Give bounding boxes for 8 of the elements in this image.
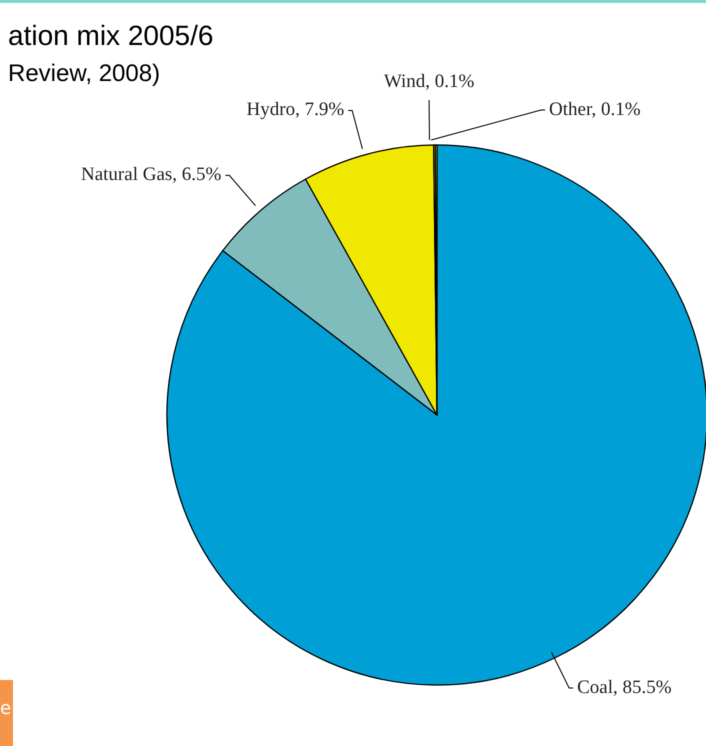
text: Review, 2008) (8, 60, 160, 88)
slice-label: Hydro, 7.9% (246, 98, 344, 122)
text: ation mix 2005/6 (8, 20, 214, 52)
slide-tab: e (0, 680, 13, 746)
slice-label: Wind, 0.1% (382, 70, 476, 94)
slice-label: Natural Gas, 6.5% (80, 163, 222, 188)
slice-label: Coal, 85.5% (577, 676, 673, 700)
slice-label: Other, 0.1% (549, 98, 642, 122)
